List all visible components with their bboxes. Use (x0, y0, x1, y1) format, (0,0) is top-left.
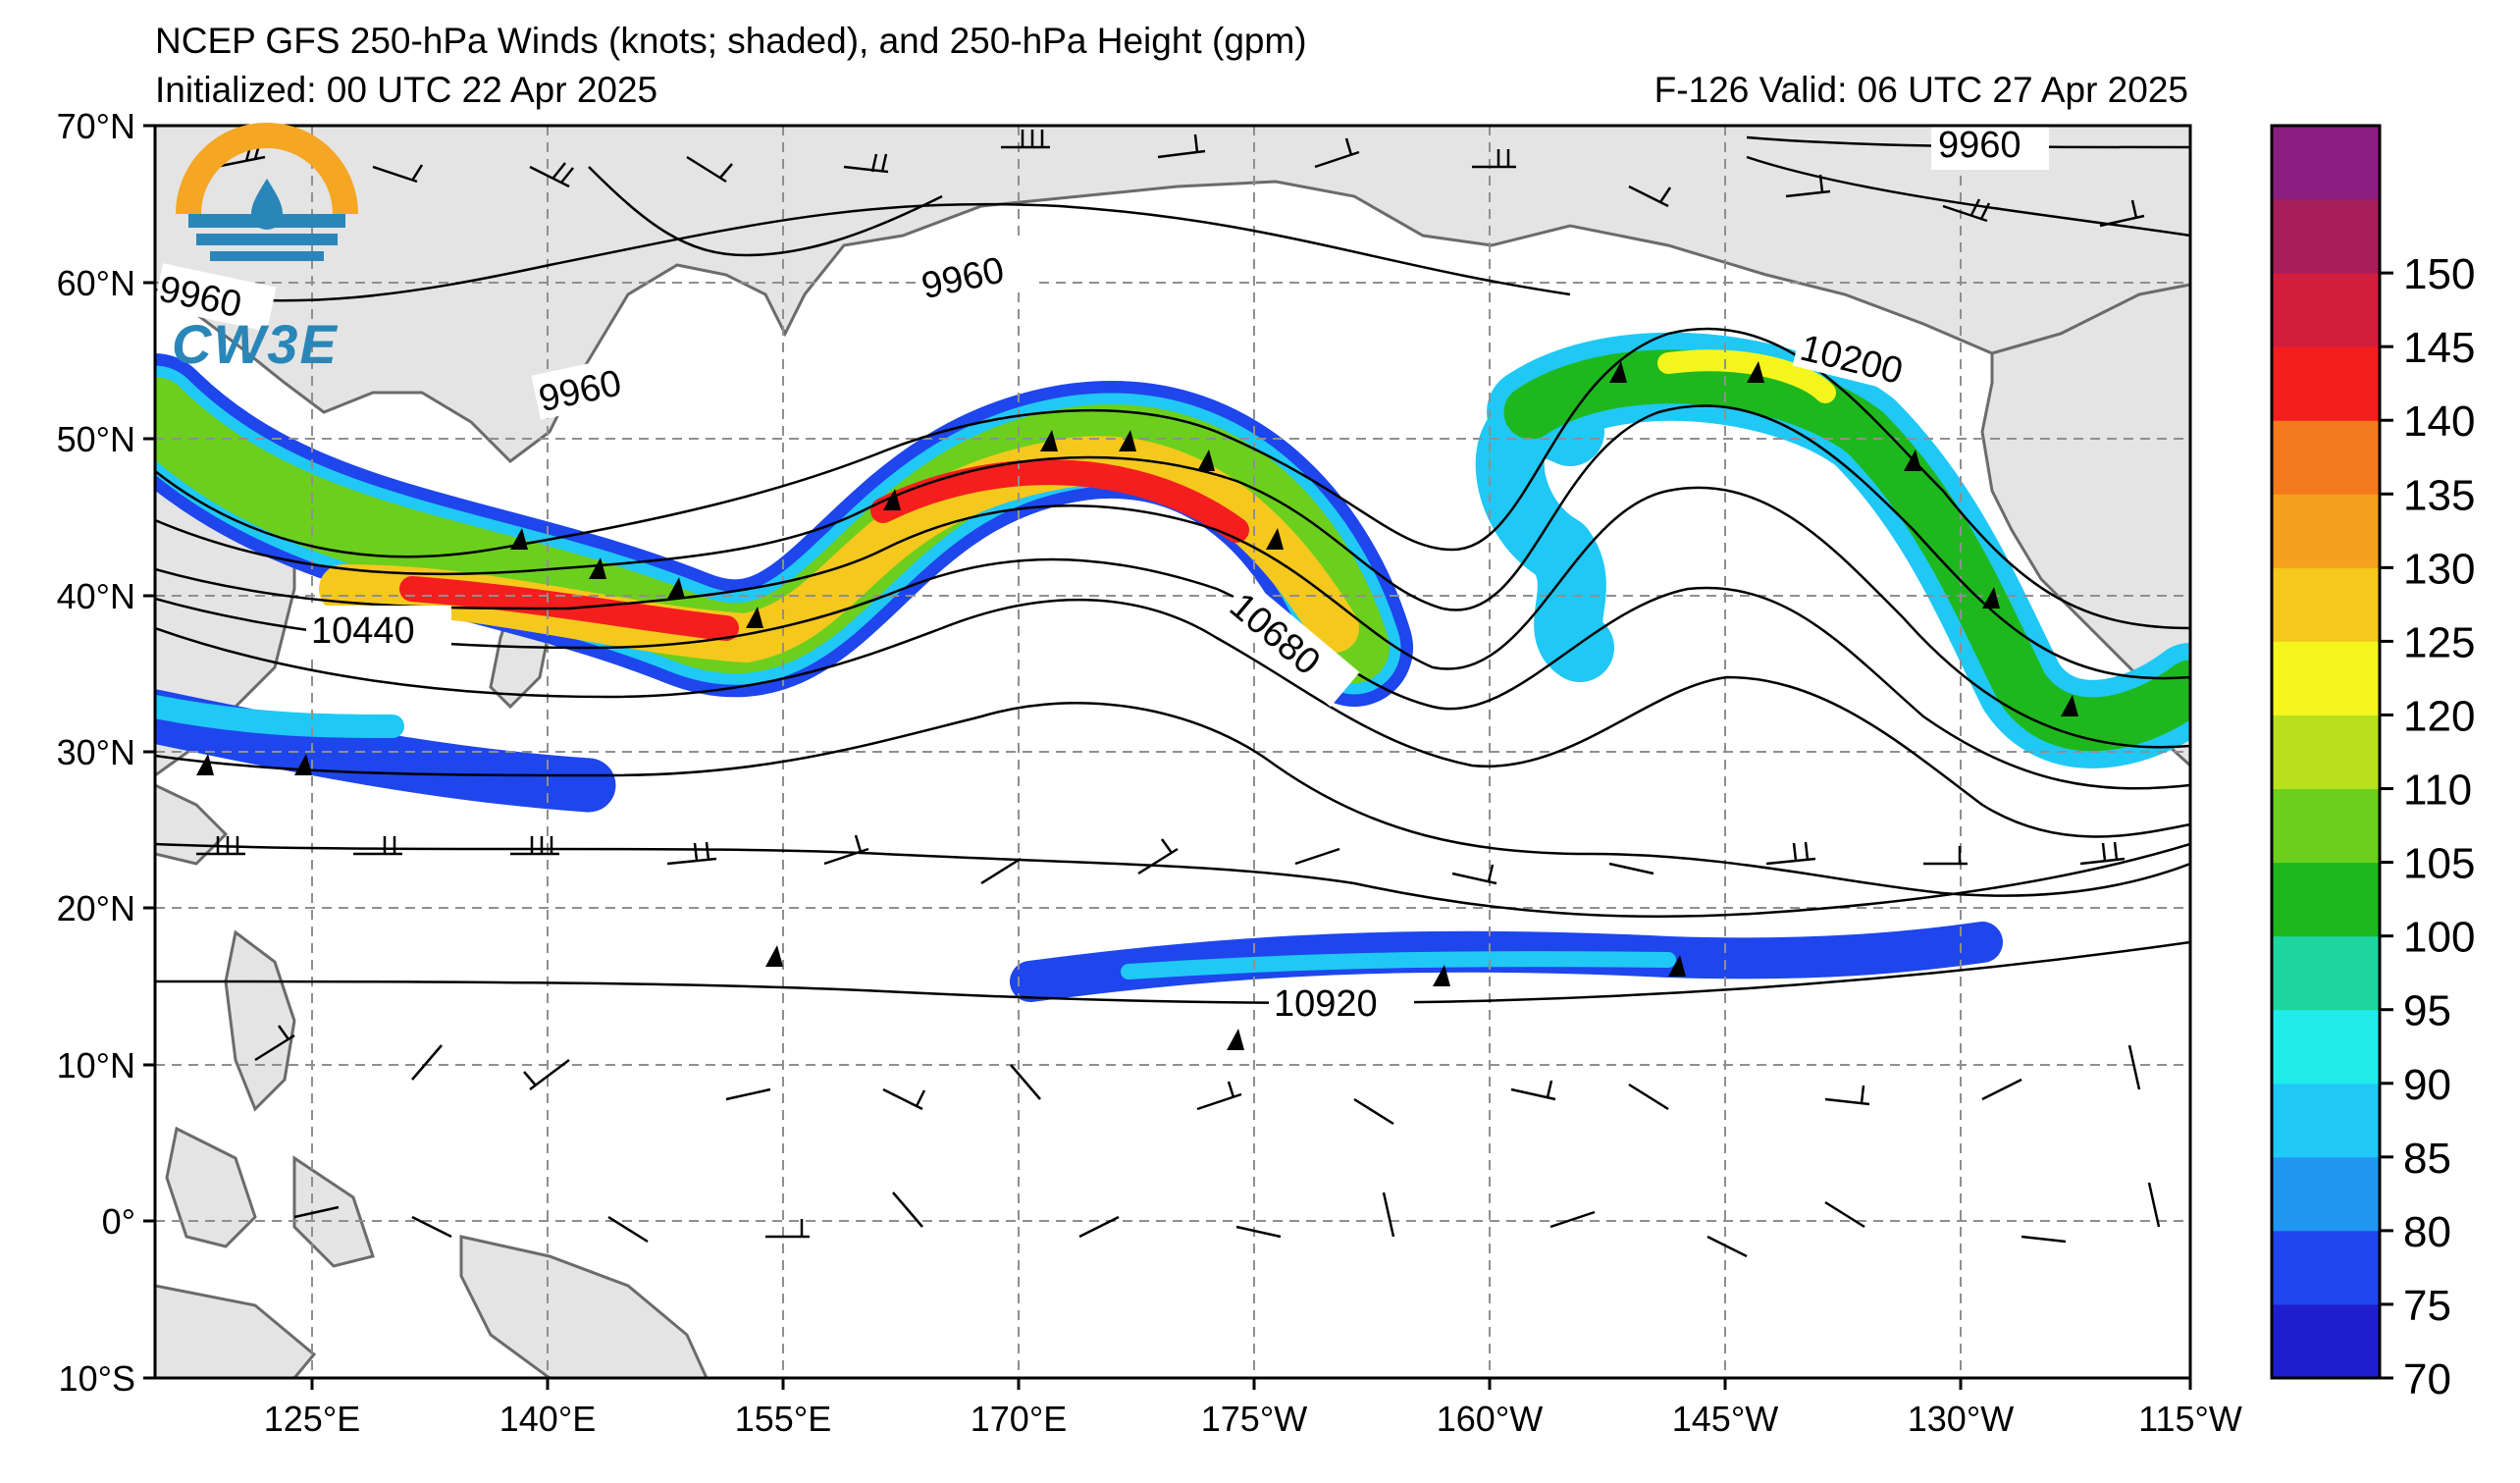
colorbar: 70 75 80 85 90 95 100 105 110 120 125 130 135 140 145 1… (2270, 124, 2475, 1404)
colorbar-swatch (2272, 420, 2380, 495)
lon-label: 145°W (1672, 1399, 1778, 1439)
graticule (155, 126, 2190, 1378)
cw3e-logo-icon (176, 123, 358, 261)
colorbar-swatch (2272, 126, 2380, 200)
colorbar-swatch (2272, 1009, 2380, 1085)
colorbar-tick-label: 145 (2403, 324, 2475, 372)
colorbar-tick-label: 150 (2403, 250, 2475, 298)
colorbar-tick-label: 85 (2403, 1135, 2451, 1183)
colorbar-swatch (2272, 641, 2380, 715)
lon-label: 125°E (264, 1399, 360, 1439)
colorbar-tick-label: 125 (2403, 618, 2475, 666)
lon-label: 160°W (1437, 1399, 1543, 1439)
contour-label-10440: 10440 (311, 610, 415, 652)
lat-label: 10°N (57, 1045, 135, 1086)
contour-label-10920: 10920 (1274, 983, 1378, 1025)
colorbar-swatch (2272, 273, 2380, 347)
colorbar-swatch (2272, 715, 2380, 790)
lon-label: 130°W (1908, 1399, 2014, 1439)
latitude-axis: 70°N 60°N 50°N 40°N 30°N 20°N 10°N 0° 10… (57, 106, 155, 1399)
colorbar-swatch (2272, 1303, 2380, 1379)
colorbar-swatch (2272, 1083, 2380, 1158)
colorbar-swatch (2272, 346, 2380, 421)
height-contours (155, 135, 2190, 1005)
lon-label: 140°E (499, 1399, 596, 1439)
lat-label: 60°N (57, 263, 135, 303)
longitude-axis: 125°E 140°E 155°E 170°E 175°W 160°W 145°… (264, 1378, 2242, 1439)
colorbar-tick-label: 90 (2403, 1061, 2451, 1109)
colorbar-swatch (2272, 862, 2380, 937)
colorbar-swatch (2272, 935, 2380, 1011)
colorbar-swatch (2272, 1230, 2380, 1305)
lon-label: 115°W (2138, 1399, 2242, 1439)
colorbar-swatch (2272, 494, 2380, 568)
colorbar-frame (2270, 124, 2382, 1380)
lat-label: 10°S (59, 1358, 135, 1399)
lat-label: 20°N (57, 888, 135, 928)
contour-label-9960-east: 9960 (1938, 125, 2021, 166)
contour-labels: 9960 9960 9960 9960 10200 10440 10680 10… (155, 125, 2049, 1026)
init-time: Initialized: 00 UTC 22 Apr 2025 (155, 70, 658, 110)
colorbar-tick-label: 80 (2403, 1208, 2451, 1256)
wind-barb-flags (196, 361, 2078, 1050)
valid-time: F-126 Valid: 06 UTC 27 Apr 2025 (1654, 70, 2188, 110)
lon-label: 175°W (1201, 1399, 1307, 1439)
colorbar-swatch (2272, 199, 2380, 274)
colorbar-tick-label: 110 (2403, 767, 2472, 815)
lat-label: 0° (102, 1201, 135, 1242)
colorbar-tick-label: 130 (2403, 545, 2475, 593)
cw3e-logo-text: CW3E (172, 313, 339, 375)
colorbar-tick-label: 95 (2403, 987, 2451, 1035)
colorbar-tick-label: 75 (2403, 1282, 2451, 1330)
lat-label: 30°N (57, 732, 135, 772)
colorbar-tick-label: 105 (2403, 840, 2475, 888)
lat-label: 40°N (57, 576, 135, 616)
colorbar-tick-label: 120 (2403, 692, 2475, 740)
lat-label: 50°N (57, 419, 135, 459)
colorbar-tick-label: 140 (2403, 397, 2475, 446)
colorbar-swatch (2272, 1156, 2380, 1232)
colorbar-tick-label: 70 (2403, 1355, 2451, 1404)
lon-label: 170°E (971, 1399, 1067, 1439)
lon-label: 155°E (735, 1399, 831, 1439)
wind-barbs (196, 130, 2161, 1258)
lat-label: 70°N (57, 106, 135, 146)
colorbar-tick-label: 100 (2403, 914, 2475, 962)
colorbar-swatch (2272, 788, 2380, 864)
colorbar-tick-label: 135 (2403, 471, 2475, 519)
colorbar-swatch (2272, 567, 2380, 642)
map-title: NCEP GFS 250-hPa Winds (knots; shaded), … (155, 21, 1307, 61)
